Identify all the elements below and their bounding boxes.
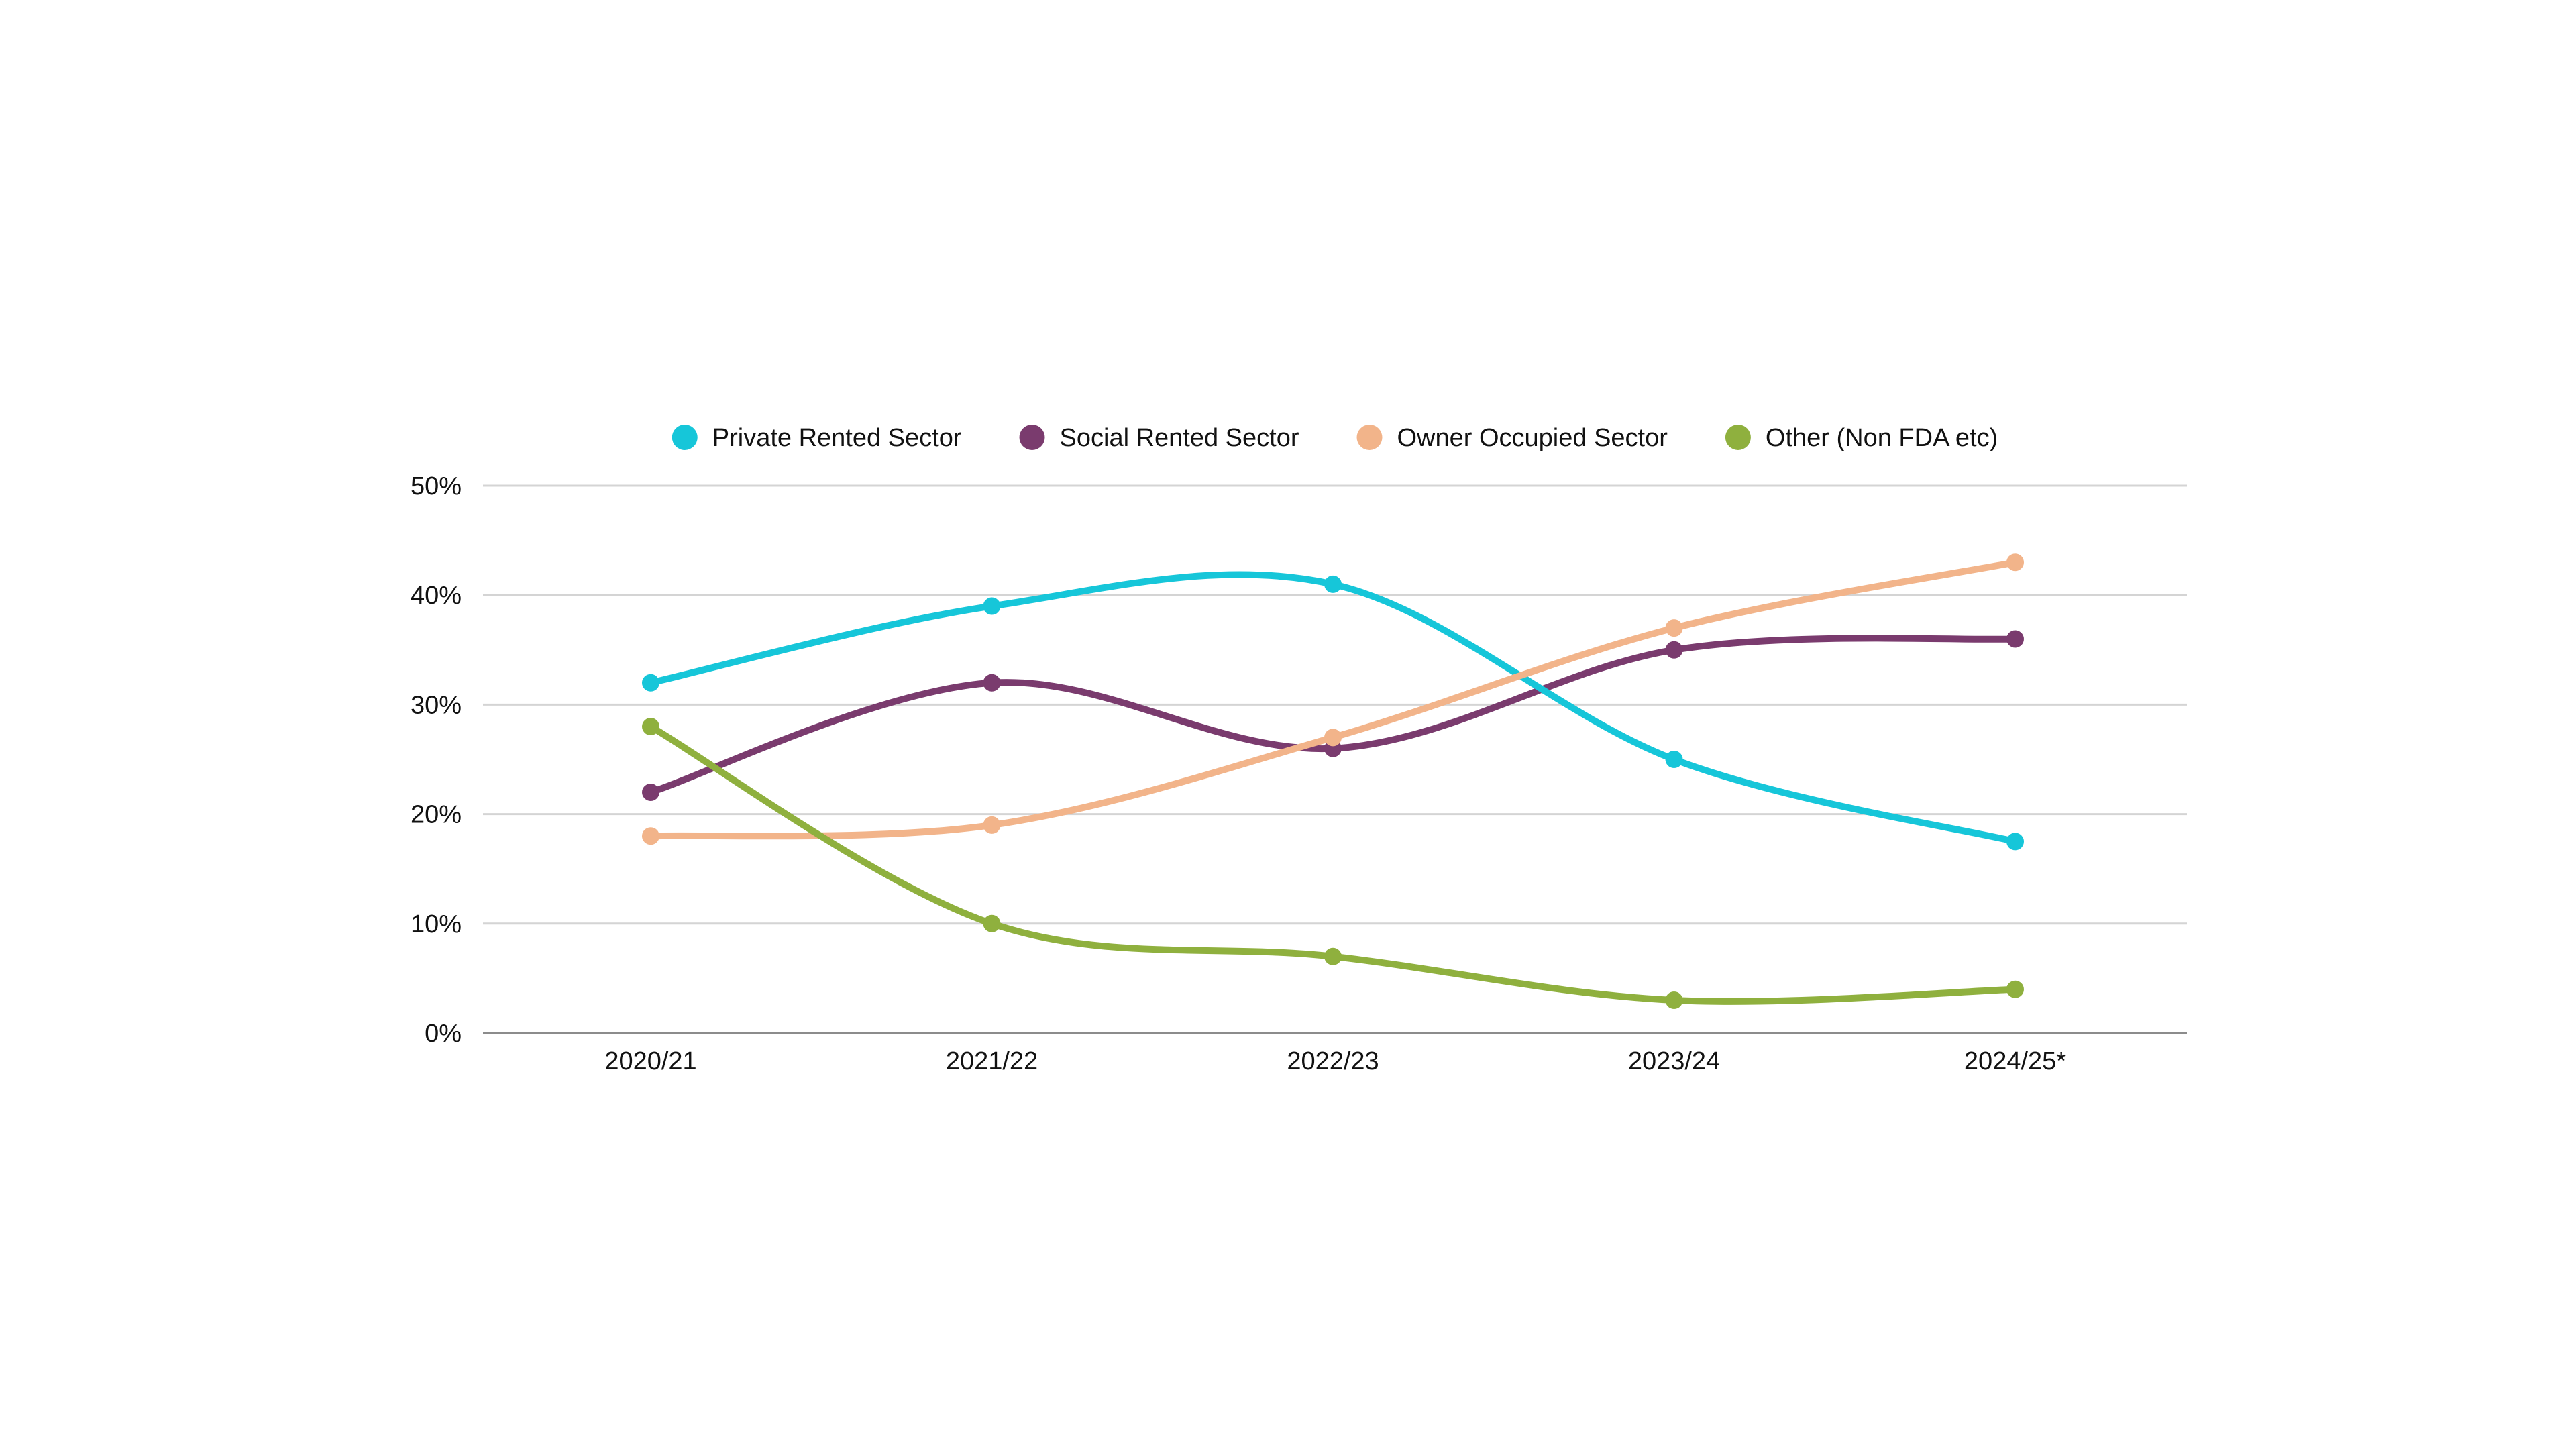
data-points bbox=[642, 553, 2024, 1010]
data-point-social-rented-sector-2023-24 bbox=[1665, 641, 1683, 659]
y-tick-label: 50% bbox=[411, 472, 462, 500]
data-point-owner-occupied-sector-2022-23 bbox=[1324, 729, 1342, 747]
legend-label: Other (Non FDA etc) bbox=[1766, 424, 1998, 452]
x-tick-label: 2023/24 bbox=[1628, 1047, 1720, 1075]
data-point-other-non-fda-etc-2024-25 bbox=[2006, 980, 2024, 998]
data-point-private-rented-sector-2023-24 bbox=[1665, 751, 1683, 768]
y-tick-label: 10% bbox=[411, 910, 462, 938]
legend: Private Rented Sector Social Rented Secto… bbox=[672, 424, 1998, 452]
legend-item-social-rented-sector[interactable]: Social Rented Sector bbox=[1019, 424, 1299, 452]
y-axis: 0% 10% 20% 30% 40% 50% bbox=[411, 472, 462, 1048]
series-line-private-rented-sector bbox=[647, 571, 2019, 845]
x-tick-label: 2020/21 bbox=[604, 1047, 696, 1075]
legend-label: Social Rented Sector bbox=[1060, 424, 1299, 452]
legend-item-other-non-fda-etc[interactable]: Other (Non FDA etc) bbox=[1725, 424, 1998, 452]
legend-item-owner-occupied-sector[interactable]: Owner Occupied Sector bbox=[1356, 424, 1668, 452]
y-tick-label: 40% bbox=[411, 582, 462, 610]
data-point-social-rented-sector-2020-21 bbox=[642, 783, 659, 801]
data-point-private-rented-sector-2024-25 bbox=[2006, 833, 2024, 851]
legend-marker-social-rented-sector bbox=[1019, 425, 1045, 450]
y-tick-label: 30% bbox=[411, 691, 462, 719]
data-point-other-non-fda-etc-2023-24 bbox=[1665, 991, 1683, 1010]
legend-item-private-rented-sector[interactable]: Private Rented Sector bbox=[672, 424, 962, 452]
x-tick-label: 2022/23 bbox=[1287, 1047, 1379, 1075]
data-point-owner-occupied-sector-2021-22 bbox=[983, 816, 1001, 834]
data-point-owner-occupied-sector-2023-24 bbox=[1665, 619, 1683, 637]
data-point-social-rented-sector-2021-22 bbox=[983, 674, 1001, 692]
data-point-private-rented-sector-2021-22 bbox=[983, 597, 1001, 615]
data-point-other-non-fda-etc-2022-23 bbox=[1324, 947, 1342, 965]
series-line-social-rented-sector bbox=[647, 635, 2019, 796]
y-tick-label: 20% bbox=[411, 801, 462, 829]
gridlines bbox=[483, 484, 2187, 1034]
x-axis: 2020/21 2021/22 2022/23 2023/24 2024/25* bbox=[604, 1047, 2066, 1075]
x-tick-label: 2024/25* bbox=[1964, 1047, 2066, 1075]
data-point-other-non-fda-etc-2020-21 bbox=[642, 718, 659, 736]
series-line-owner-occupied-sector bbox=[647, 559, 2019, 840]
legend-marker-other-non-fda-etc bbox=[1725, 425, 1751, 450]
data-point-other-non-fda-etc-2021-22 bbox=[983, 914, 1001, 932]
y-tick-label: 0% bbox=[425, 1020, 462, 1048]
data-point-owner-occupied-sector-2024-25 bbox=[2006, 553, 2024, 572]
legend-label: Owner Occupied Sector bbox=[1397, 424, 1668, 452]
data-point-social-rented-sector-2024-25 bbox=[2006, 630, 2024, 648]
data-point-owner-occupied-sector-2020-21 bbox=[642, 827, 659, 845]
data-point-private-rented-sector-2022-23 bbox=[1324, 575, 1342, 593]
legend-marker-private-rented-sector bbox=[672, 425, 698, 450]
series-lines bbox=[647, 559, 2019, 1005]
legend-marker-owner-occupied-sector bbox=[1356, 425, 1383, 450]
data-point-private-rented-sector-2020-21 bbox=[642, 674, 659, 692]
legend-label: Private Rented Sector bbox=[712, 424, 962, 452]
x-tick-label: 2021/22 bbox=[946, 1047, 1038, 1075]
